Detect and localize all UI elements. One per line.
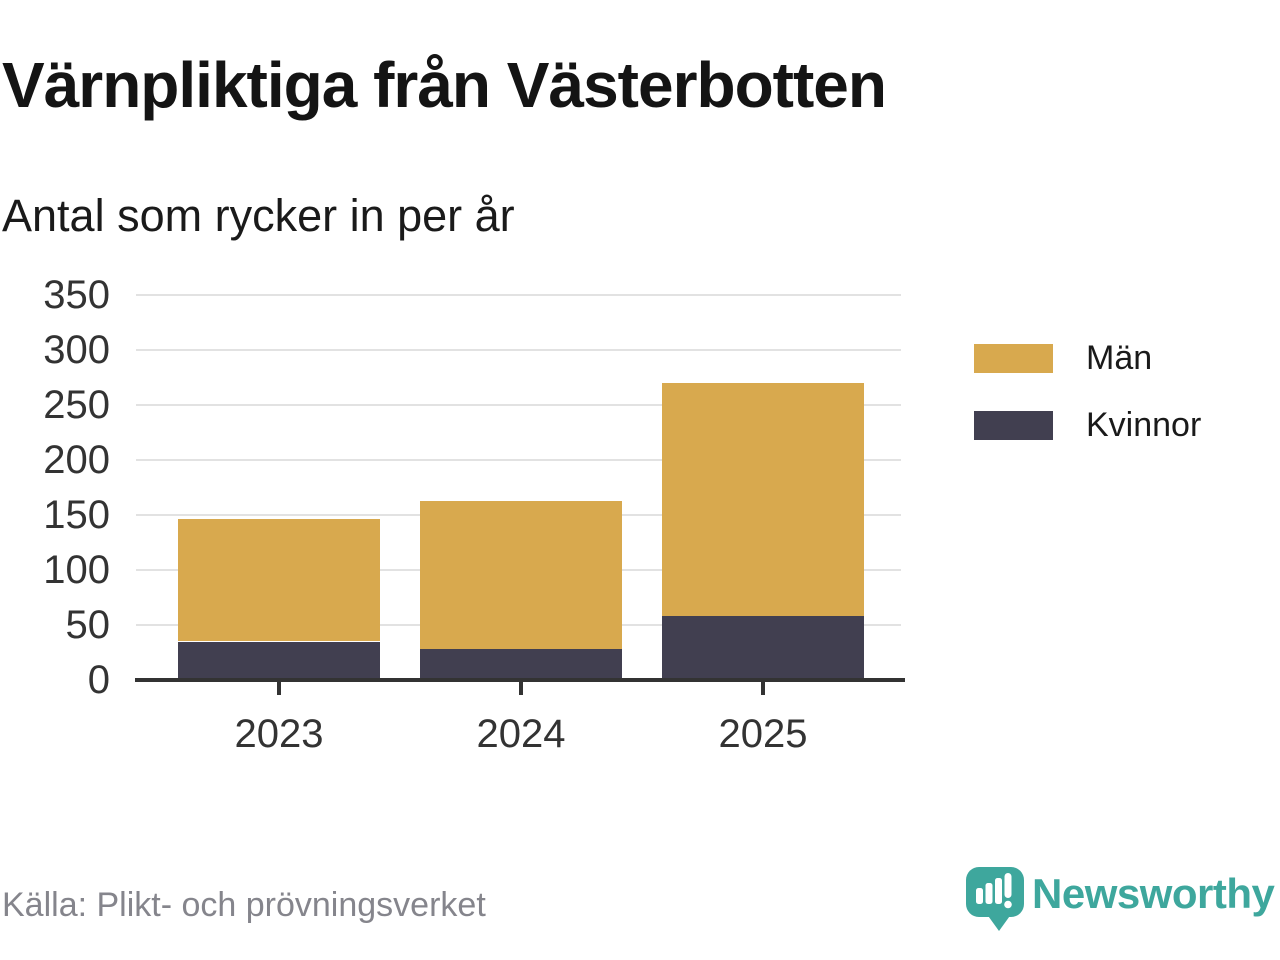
newsworthy-logo: Newsworthy [964,862,1276,934]
x-axis-line [135,678,905,682]
y-tick-label: 350 [43,273,110,317]
y-gridline [136,294,901,296]
legend-swatch-men [974,344,1053,373]
legend-swatch-women [974,411,1053,440]
newsworthy-icon [966,867,1024,931]
x-tick [761,682,765,695]
x-tick [277,682,281,695]
source-text: Källa: Plikt- och prövningsverket [2,886,486,924]
x-tick-label: 2025 [718,712,808,756]
y-gridline [136,349,901,351]
legend-item-women: Kvinnor [974,406,1201,445]
y-tick-label: 150 [43,493,110,537]
bar-segment-kvinnor-2025 [662,616,864,680]
chart-subtitle: Antal som rycker in per år [2,190,515,241]
x-tick [519,682,523,695]
y-gridline [136,459,901,461]
y-tick-label: 0 [87,658,110,702]
bar-segment-män-2025 [662,383,864,617]
y-tick-label: 100 [43,548,110,592]
y-tick-label: 200 [43,438,110,482]
y-tick-label: 250 [43,383,110,427]
bar-segment-män-2024 [420,500,622,650]
legend-label-women: Kvinnor [1086,406,1202,444]
legend-label-men: Män [1086,339,1153,377]
y-tick-label: 300 [43,328,110,372]
newsworthy-wordmark: Newsworthy [1032,870,1275,917]
legend-item-men: Män [974,339,1201,378]
y-gridline [136,404,901,406]
legend: Män Kvinnor [974,339,1201,473]
x-tick-label: 2023 [234,712,324,756]
bar-segment-kvinnor-2023 [178,641,380,680]
x-tick-label: 2024 [476,712,566,756]
bar-segment-kvinnor-2024 [420,649,622,680]
y-tick-label: 50 [65,603,111,647]
bar-segment-män-2023 [178,519,380,642]
chart-title: Värnpliktiga från Västerbotten [2,49,887,121]
